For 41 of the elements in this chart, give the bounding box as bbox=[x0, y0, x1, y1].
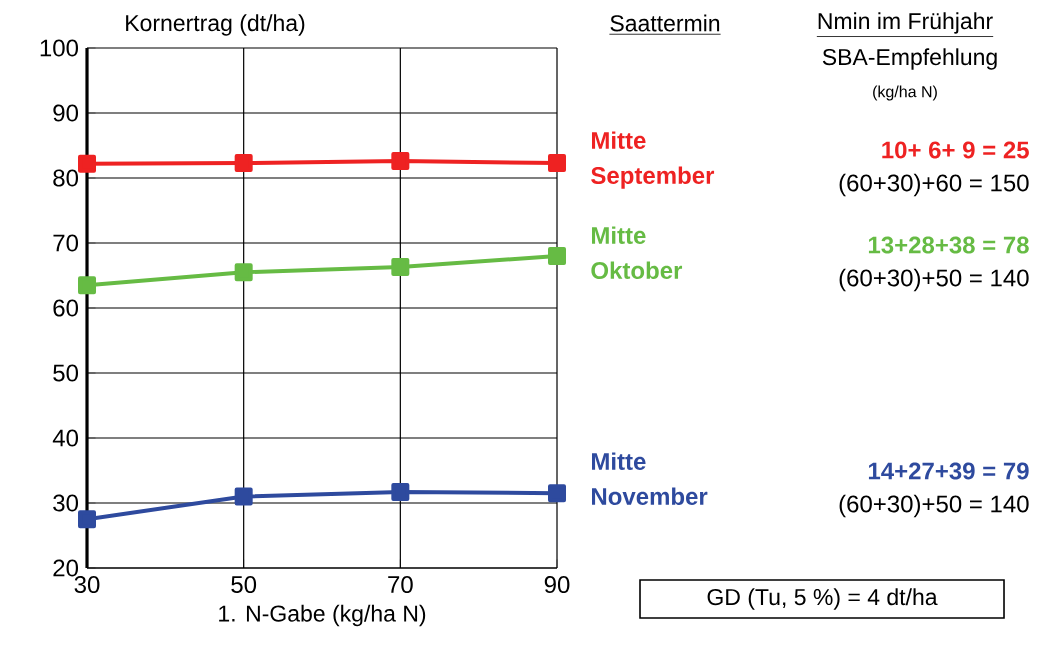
x-tick-label: 30 bbox=[74, 576, 100, 594]
text: (60+30)+50 = 140 bbox=[839, 268, 1029, 292]
point bbox=[391, 152, 410, 171]
y-tick-label: 30 bbox=[53, 494, 79, 512]
series-label: Mitte September bbox=[591, 131, 715, 189]
y-axis-title: Kornertrag (dt/ha) bbox=[126, 14, 305, 36]
text: (60+30)+50 = 140 bbox=[839, 494, 1029, 518]
y-tick-label: 100 bbox=[40, 39, 79, 57]
y-tick-label: 80 bbox=[53, 169, 79, 187]
y-tick-label: 60 bbox=[53, 299, 79, 317]
text: GD (Tu, 5 %) = 4 dt/ha bbox=[707, 588, 938, 610]
text: SBA-Empfehlung bbox=[822, 48, 997, 70]
text: Saattermin bbox=[610, 14, 720, 32]
series-label: Mitte Oktober bbox=[591, 226, 683, 280]
point bbox=[548, 154, 567, 173]
point bbox=[78, 154, 97, 173]
y-tick-label: 20 bbox=[53, 559, 79, 577]
y-tick-label: 40 bbox=[52, 429, 79, 447]
x-tick-label: 50 bbox=[231, 576, 257, 594]
point bbox=[548, 247, 567, 265]
text: 13+28+38 = 78 bbox=[868, 236, 1029, 254]
text: Nmin im Frühjahr bbox=[818, 12, 993, 34]
text: 10+ 6+ 9 = 25 bbox=[882, 141, 1029, 159]
point bbox=[234, 487, 253, 506]
y-tick-label: 90 bbox=[53, 104, 79, 122]
point bbox=[234, 154, 253, 173]
text: 14+27+39 = 79 bbox=[868, 462, 1029, 480]
text: (kg/ha N) bbox=[873, 85, 937, 101]
y-tick-label: 50 bbox=[53, 364, 79, 382]
x-tick-label: 70 bbox=[388, 576, 413, 594]
point bbox=[234, 263, 253, 282]
series-label: Mitte November bbox=[592, 452, 708, 506]
x-axis-title: 1. N-Gabe (kg/ha N) bbox=[219, 604, 426, 627]
point bbox=[78, 510, 97, 529]
point bbox=[391, 482, 410, 501]
point bbox=[548, 484, 567, 503]
point bbox=[391, 258, 410, 277]
text: (60+30)+60 = 150 bbox=[839, 173, 1029, 197]
x-tick-label: 90 bbox=[544, 576, 570, 594]
y-tick-label: 70 bbox=[53, 234, 79, 252]
point bbox=[78, 276, 97, 295]
